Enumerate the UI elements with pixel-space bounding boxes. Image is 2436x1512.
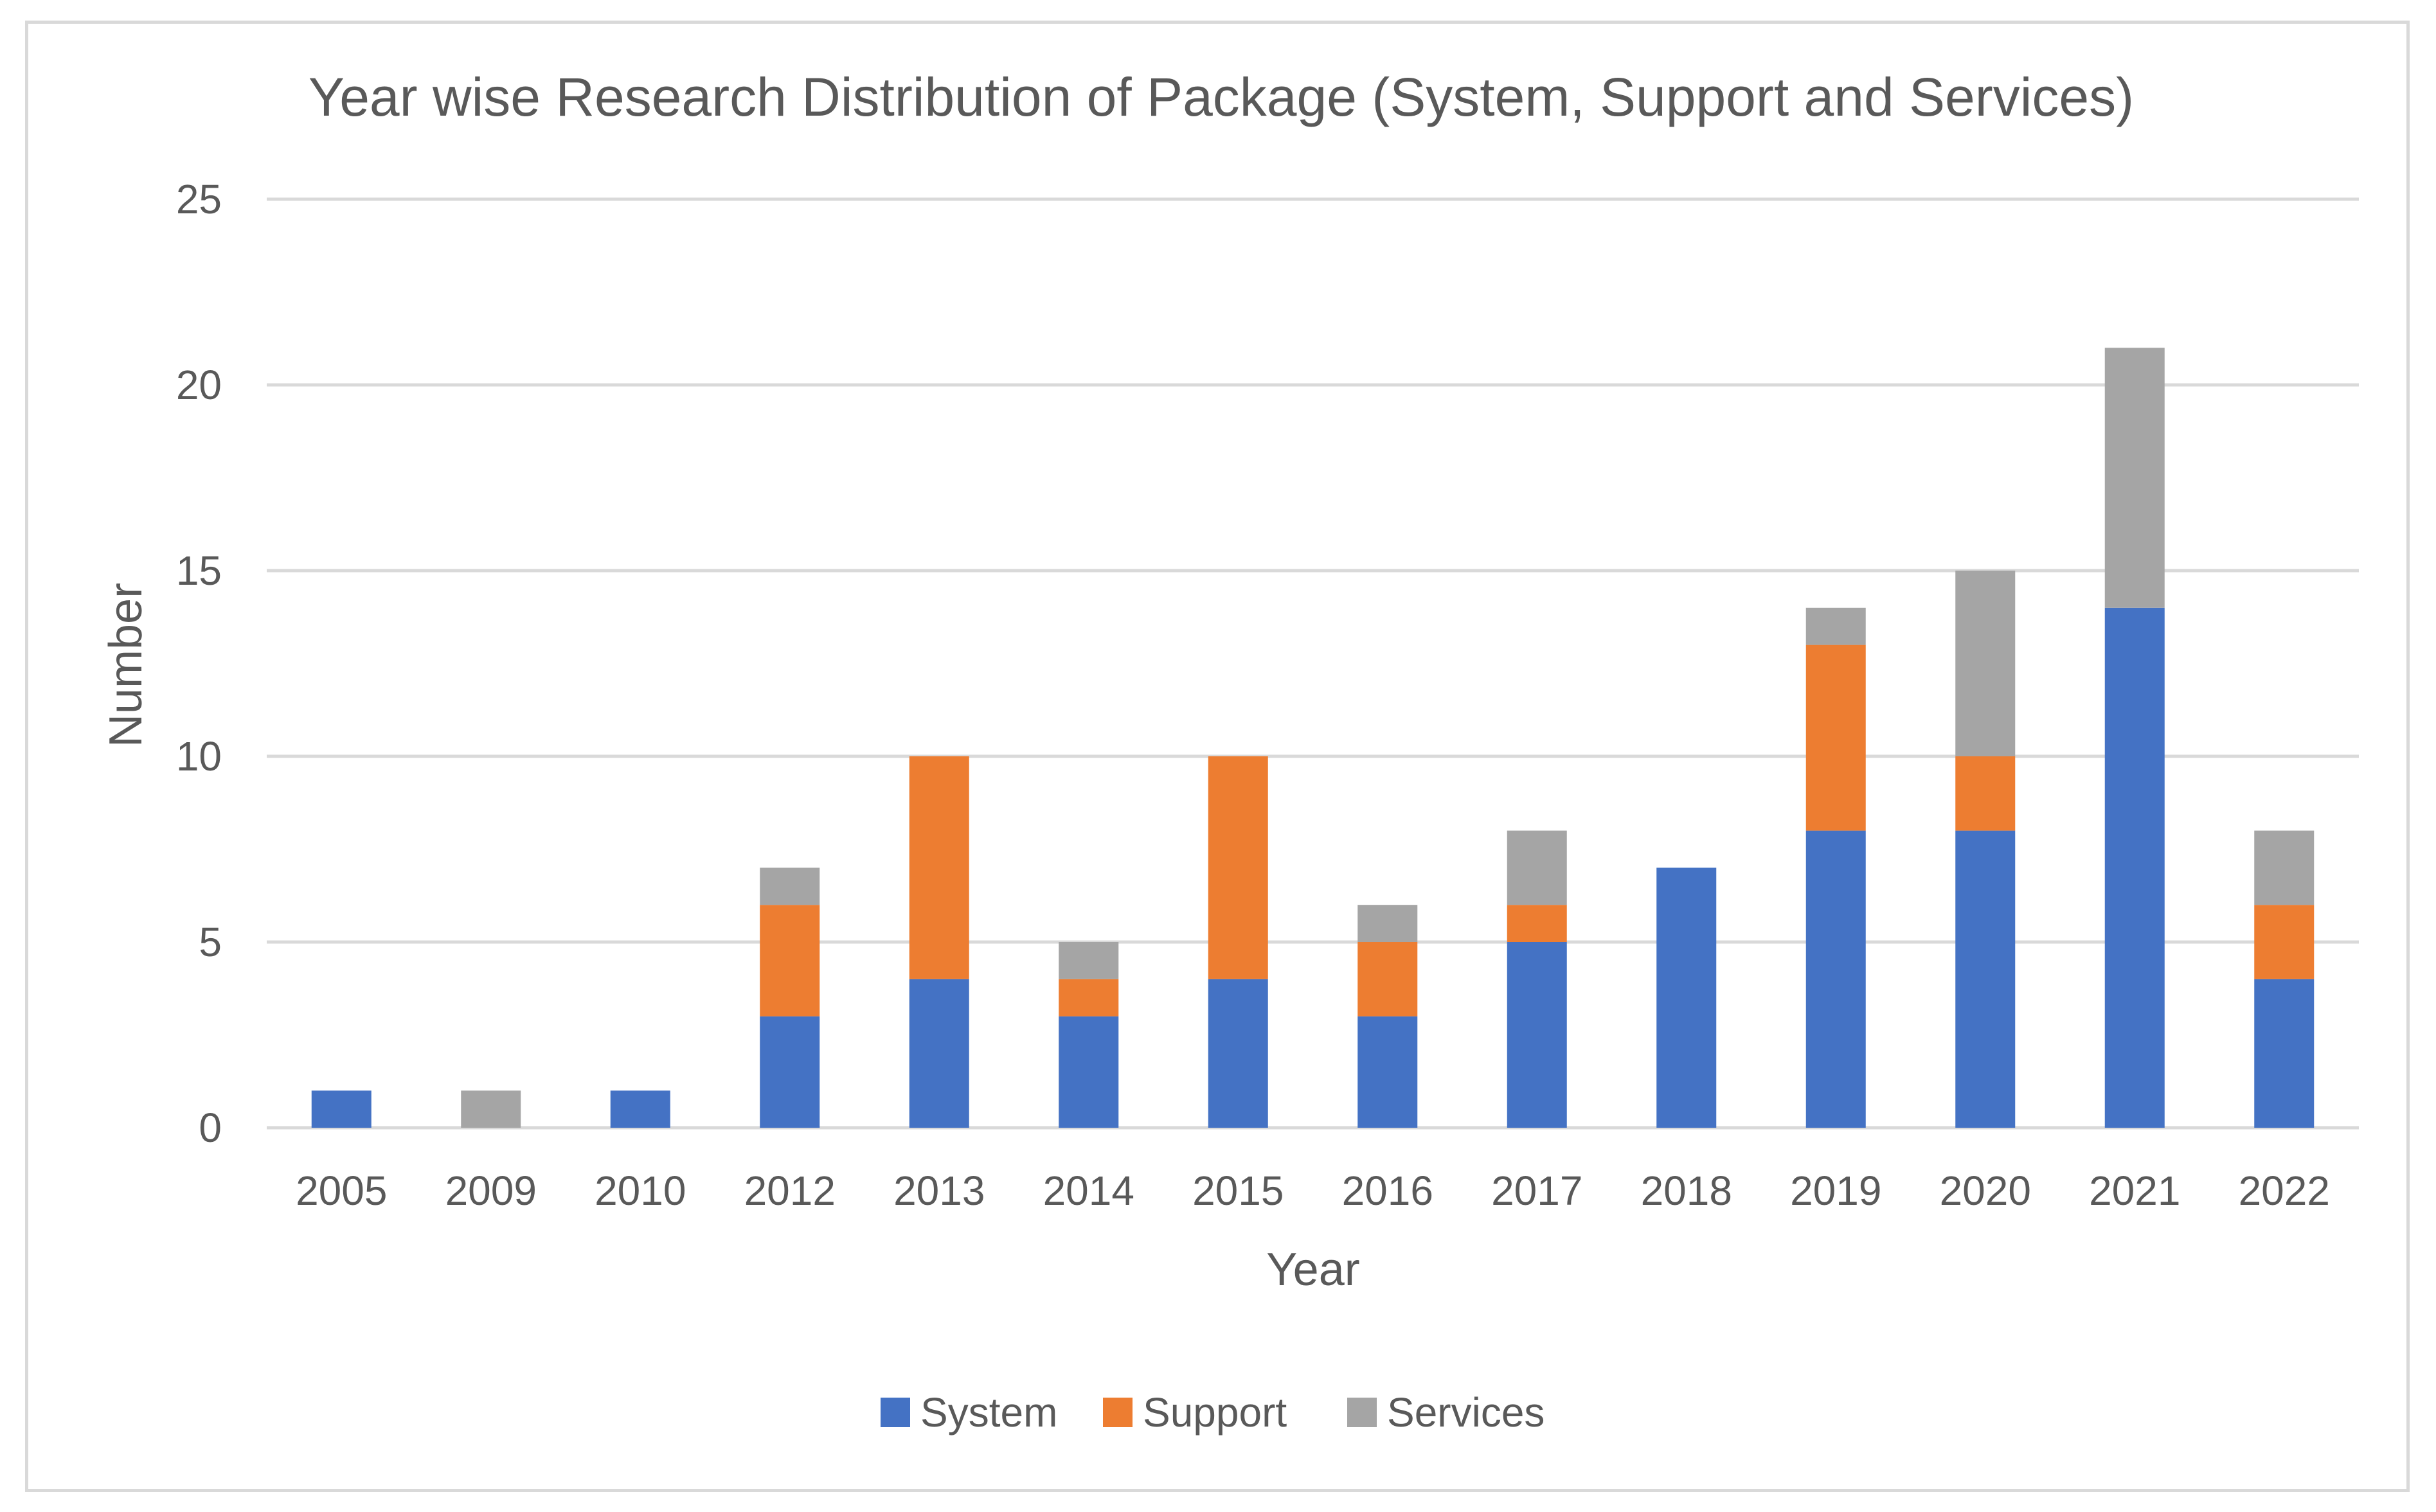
legend-label-system: System (920, 1389, 1057, 1436)
bar-support-2017 (1507, 905, 1567, 942)
legend-swatch-system (881, 1398, 910, 1427)
x-tick-label: 2018 (1641, 1168, 1732, 1214)
bar-services-2009 (461, 1090, 521, 1128)
bar-system-2015 (1208, 979, 1268, 1128)
bar-services-2021 (2104, 348, 2165, 608)
x-tick-label: 2015 (1192, 1168, 1284, 1214)
x-tick-label: 2020 (1940, 1168, 2031, 1214)
x-tick-label: 2016 (1342, 1168, 1433, 1214)
bar-services-2019 (1805, 607, 1866, 645)
legend-swatch-support (1103, 1398, 1133, 1427)
legend-swatch-services (1347, 1398, 1377, 1427)
bar-system-2016 (1357, 1016, 1418, 1128)
gridlines (267, 197, 2359, 1130)
bar-system-2010 (610, 1090, 670, 1128)
bar-system-2018 (1656, 867, 1717, 1128)
y-tick-label: 0 (199, 1105, 222, 1151)
bar-system-2013 (909, 979, 969, 1128)
x-tick-label: 2021 (2089, 1168, 2180, 1214)
bar-services-2022 (2254, 830, 2315, 905)
x-tick-label: 2014 (1043, 1168, 1134, 1214)
bar-system-2019 (1805, 830, 1866, 1128)
bar-system-2021 (2104, 607, 2165, 1128)
x-axis-ticks: 2005 2009 2010 2012 2013 2014 2015 2016 2017 2018… (296, 1168, 2330, 1214)
bar-support-2014 (1059, 979, 1119, 1017)
y-tick-label: 25 (176, 176, 222, 222)
x-axis-title: Year (1266, 1244, 1359, 1295)
bar-support-2013 (909, 756, 969, 979)
x-tick-label: 2012 (744, 1168, 836, 1214)
y-tick-label: 5 (199, 919, 222, 965)
bar-services-2014 (1059, 942, 1119, 979)
y-tick-label: 20 (176, 362, 222, 408)
y-tick-label: 10 (176, 733, 222, 779)
bar-services-2017 (1507, 830, 1567, 905)
x-tick-label: 2010 (595, 1168, 686, 1214)
x-tick-label: 2005 (296, 1168, 387, 1214)
x-tick-label: 2013 (893, 1168, 985, 1214)
bar-system-2020 (1955, 830, 2016, 1128)
bar-system-2014 (1059, 1016, 1119, 1128)
y-axis-ticks: 0 5 10 15 20 25 (176, 176, 222, 1151)
legend-label-support: Support (1143, 1389, 1287, 1436)
x-tick-label: 2022 (2239, 1168, 2330, 1214)
bar-support-2020 (1955, 756, 2016, 831)
bar-support-2016 (1357, 942, 1418, 1017)
bar-system-2017 (1507, 942, 1567, 1128)
bar-services-2020 (1955, 571, 2016, 756)
bar-services-2016 (1357, 905, 1418, 942)
x-tick-label: 2009 (445, 1168, 537, 1214)
bar-services-2012 (760, 867, 820, 905)
bars (311, 348, 2315, 1128)
x-tick-label: 2019 (1790, 1168, 1881, 1214)
y-axis-title: Number (100, 583, 152, 747)
bar-system-2022 (2254, 979, 2315, 1128)
x-tick-label: 2017 (1491, 1168, 1582, 1214)
legend: System Support Services (881, 1389, 1545, 1436)
bar-system-2005 (311, 1090, 372, 1128)
legend-label-services: Services (1387, 1389, 1545, 1436)
bar-support-2022 (2254, 905, 2315, 979)
y-tick-label: 15 (176, 547, 222, 594)
bar-support-2019 (1805, 645, 1866, 831)
chart-title: Year wise Research Distribution of Packa… (309, 67, 2134, 127)
bar-support-2012 (760, 905, 820, 1017)
bar-system-2012 (760, 1016, 820, 1128)
bar-support-2015 (1208, 756, 1268, 979)
